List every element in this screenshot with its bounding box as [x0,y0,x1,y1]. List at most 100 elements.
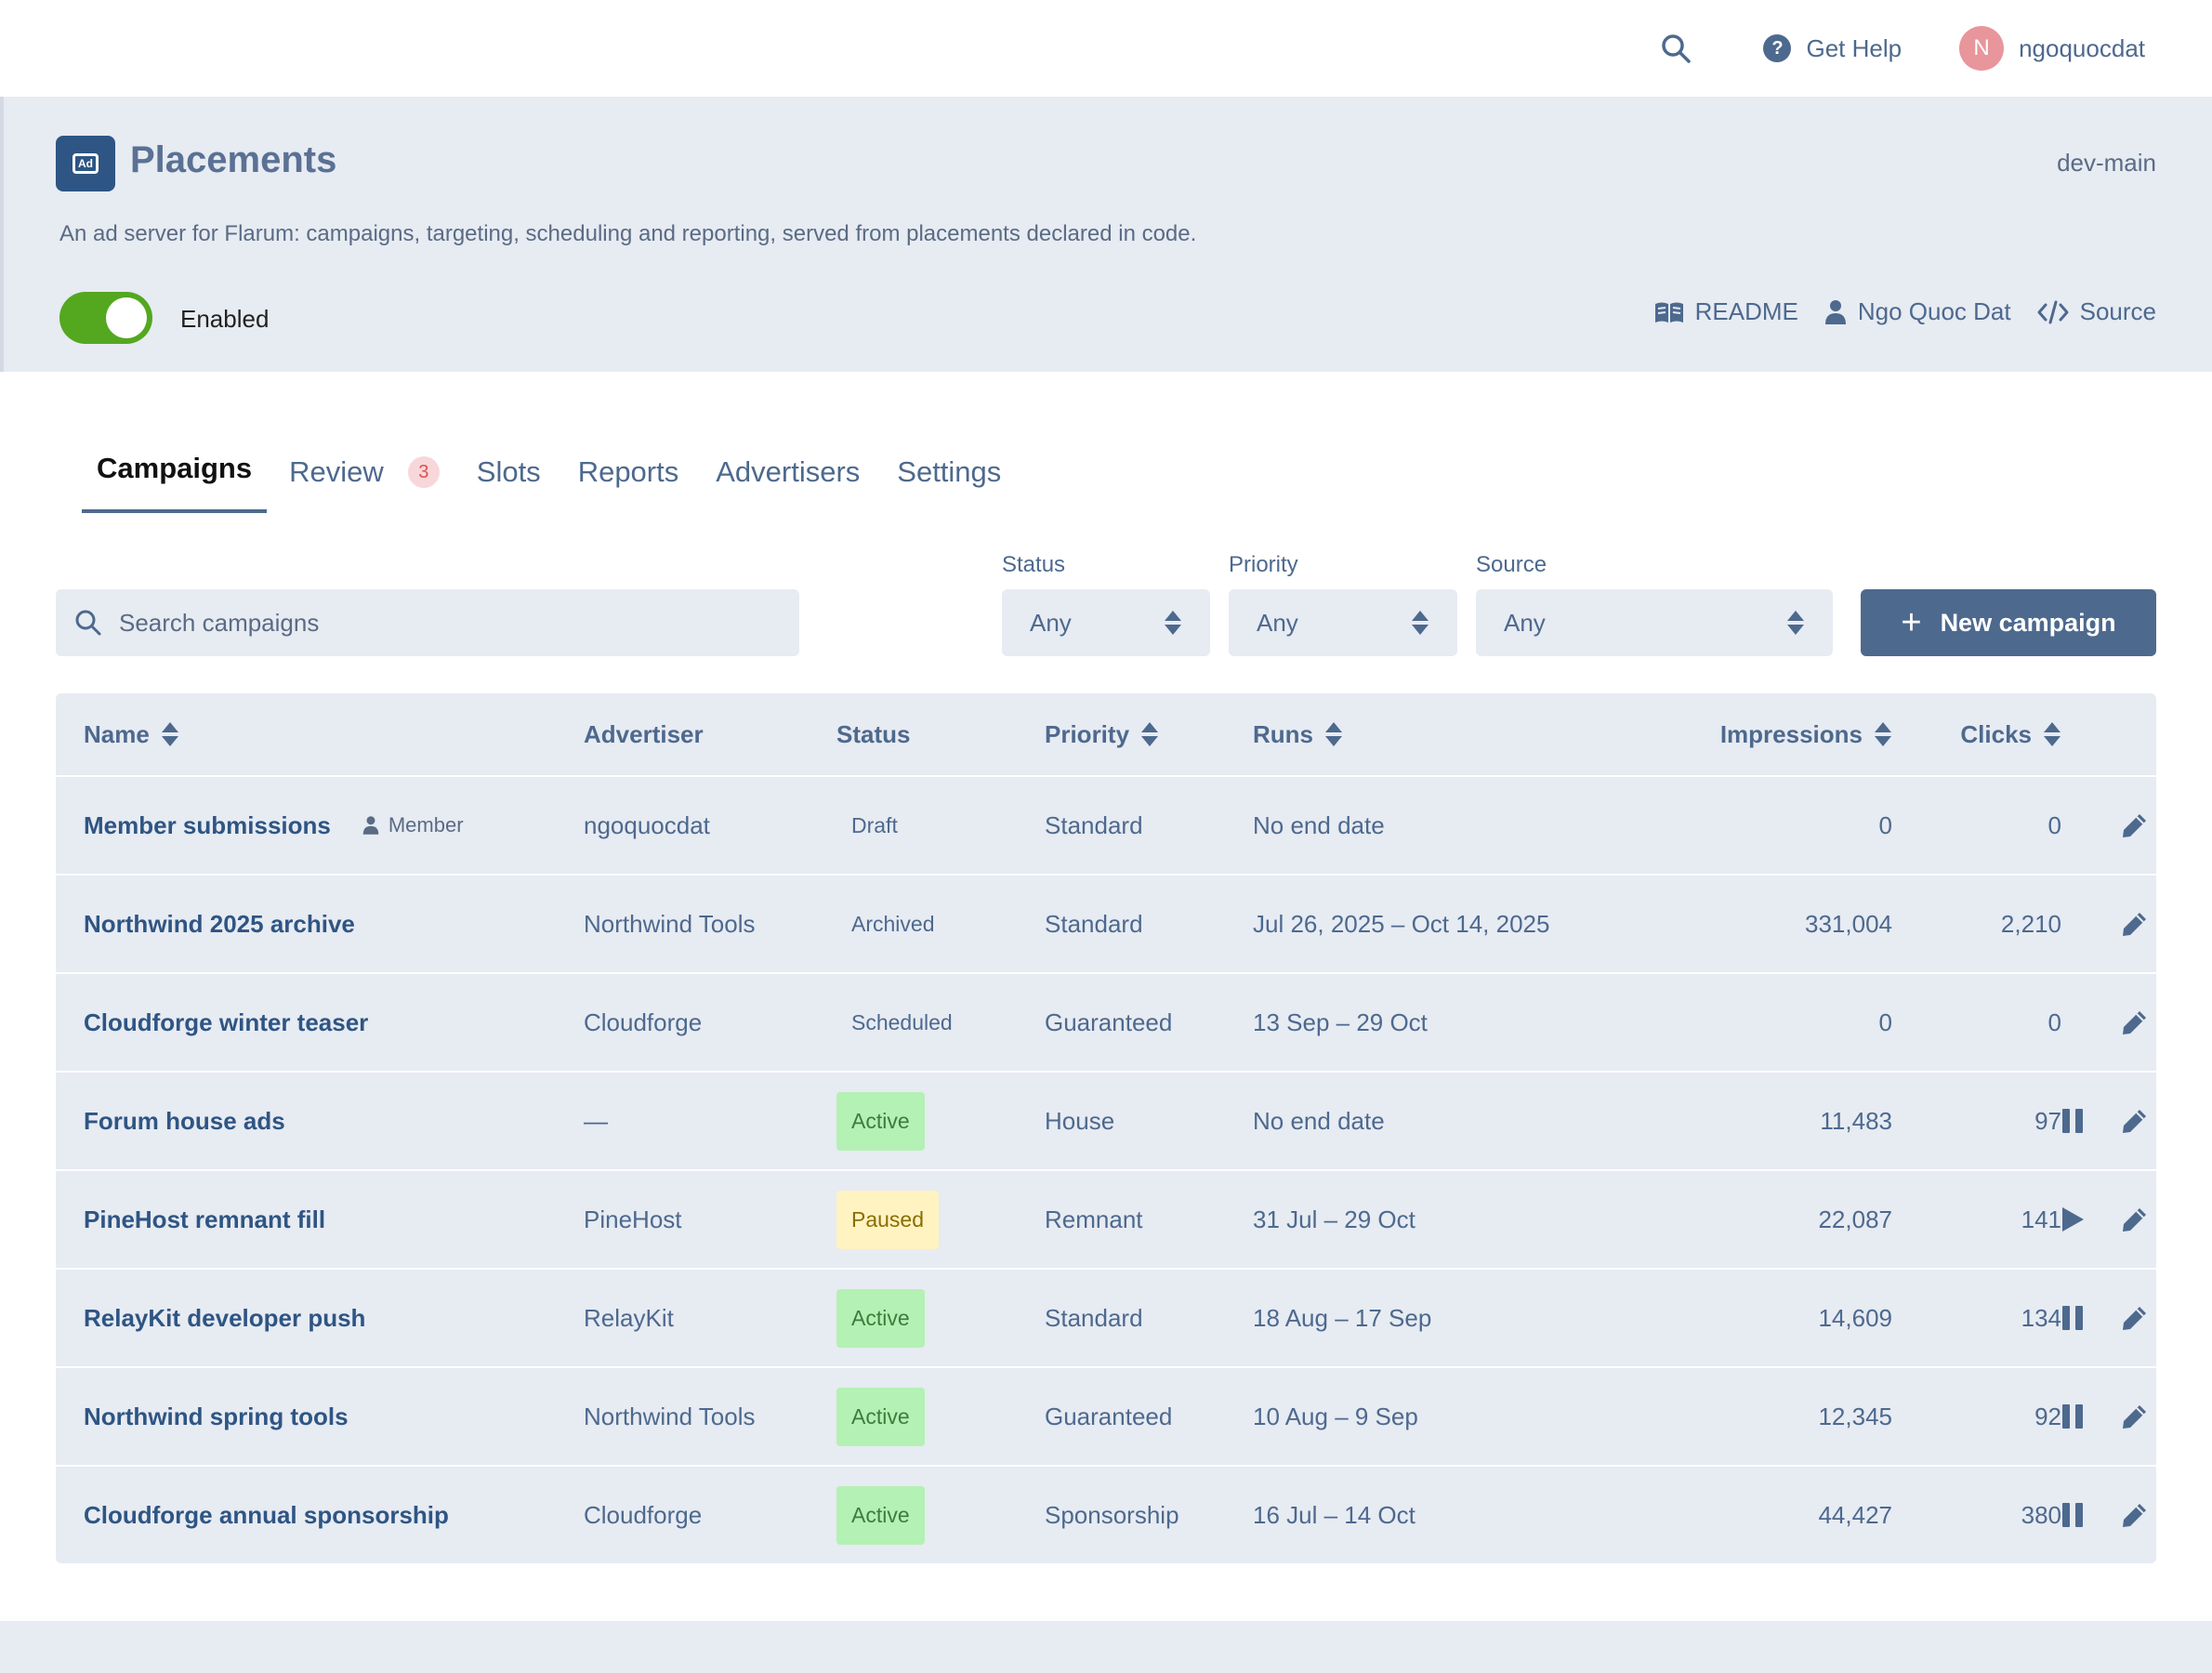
clicks-cell: 0 [2047,810,2061,839]
column-header-status: Status [836,719,911,748]
priority-select[interactable]: Any [1229,589,1457,656]
column-header-name[interactable]: Name [84,693,179,775]
clicks-cell: 0 [2047,1008,2061,1036]
column-header-advertiser: Advertiser [584,719,704,748]
pause-button[interactable] [2045,1368,2100,1465]
table-row: PineHost remnant fill PineHost Paused Re… [56,1169,2156,1268]
user-menu[interactable]: N ngoquocdat [1959,26,2145,71]
plus-icon: + [1901,603,1922,642]
member-tag: Member [362,813,464,837]
sort-icon [161,722,178,746]
runs-cell: No end date [1253,1106,1385,1135]
impressions-cell: 331,004 [1805,909,1892,938]
sort-icon [1875,722,1891,746]
table-row: RelayKit developer push RelayKit Active … [56,1268,2156,1366]
priority-cell: Sponsorship [1045,1500,1179,1529]
enabled-toggle[interactable] [59,292,152,344]
advertiser-cell: RelayKit [584,1303,674,1332]
resume-button[interactable] [2045,1171,2100,1268]
priority-cell: Standard [1045,909,1143,938]
extension-description: An ad server for Flarum: campaigns, targ… [59,221,1197,246]
advertiser-cell: PineHost [584,1205,682,1233]
tab-review[interactable]: Review 3 [274,444,454,513]
edit-button[interactable] [2106,1171,2164,1268]
advertiser-cell: Cloudforge [584,1008,703,1036]
user-icon [362,816,379,835]
ad-icon: Ad [56,136,115,191]
search-input[interactable]: Search campaigns [56,589,799,656]
tab-settings[interactable]: Settings [897,455,1002,488]
advertiser-cell: ngoquocdat [584,810,710,839]
top-bar: ? Get Help N ngoquocdat [0,0,2212,97]
edit-button[interactable] [2106,1270,2164,1366]
column-header-priority[interactable]: Priority [1045,693,1159,775]
campaign-name-link[interactable]: RelayKit developer push [84,1303,366,1332]
status-label: Scheduled [851,1009,953,1034]
status-badge: Active [836,1485,925,1545]
runs-cell: Jul 26, 2025 – Oct 14, 2025 [1253,909,1550,938]
advertiser-cell: — [584,1106,608,1135]
status-select[interactable]: Any [1002,589,1210,656]
column-header-impressions[interactable]: Impressions [1580,693,1892,775]
advertiser-cell: Cloudforge [584,1500,703,1529]
campaign-name-link[interactable]: Cloudforge winter teaser [84,1008,369,1036]
pause-button[interactable] [2045,1467,2100,1563]
priority-cell: Remnant [1045,1205,1143,1233]
campaign-name-link[interactable]: Forum house ads [84,1106,285,1135]
source-filter-label: Source [1476,552,1547,577]
campaign-name-link[interactable]: Northwind spring tools [84,1402,349,1430]
tab-reports[interactable]: Reports [577,455,679,488]
author-link[interactable]: Ngo Quoc Dat [1824,297,2011,326]
table-row: Northwind spring tools Northwind Tools A… [56,1366,2156,1465]
pause-button[interactable] [2045,1270,2100,1366]
get-help-label: Get Help [1806,33,1903,62]
campaign-name-link[interactable]: PineHost remnant fill [84,1205,326,1233]
new-campaign-button[interactable]: + New campaign [1861,589,2156,656]
runs-cell: 16 Jul – 14 Oct [1253,1500,1415,1529]
advertiser-cell: Northwind Tools [584,909,756,938]
column-header-clicks[interactable]: Clicks [1905,693,2061,775]
pause-icon [2062,1404,2083,1429]
pause-icon [2062,1503,2083,1527]
edit-button[interactable] [2106,1467,2164,1563]
tab-campaigns[interactable]: Campaigns [82,441,268,513]
pause-button[interactable] [2045,1073,2100,1169]
code-icon [2037,300,2069,323]
priority-cell: Guaranteed [1045,1402,1173,1430]
tab-slots[interactable]: Slots [476,455,541,488]
status-label: Draft [851,812,898,837]
pencil-icon [2123,1307,2146,1330]
table-row: Member submissions Member ngoquocdat Draf… [56,775,2156,874]
campaign-name-link[interactable]: Member submissions [84,810,331,839]
source-select[interactable]: Any [1476,589,1833,656]
source-link[interactable]: Source [2037,297,2156,326]
pencil-icon [2123,1110,2146,1133]
clicks-cell: 2,210 [2000,909,2061,938]
edit-button[interactable] [2106,1073,2164,1169]
edit-button[interactable] [2106,876,2164,972]
edit-button[interactable] [2106,777,2164,874]
runs-cell: 10 Aug – 9 Sep [1253,1402,1418,1430]
pause-icon [2062,1109,2083,1133]
runs-cell: 13 Sep – 29 Oct [1253,1008,1428,1036]
campaign-name-link[interactable]: Cloudforge annual sponsorship [84,1500,449,1529]
priority-cell: House [1045,1106,1115,1135]
get-help-button[interactable]: ? Get Help [1763,34,1902,63]
search-icon[interactable] [1657,30,1694,67]
edit-button[interactable] [2106,1368,2164,1465]
column-header-runs[interactable]: Runs [1253,693,1343,775]
impressions-cell: 44,427 [1818,1500,1892,1529]
review-count-badge: 3 [407,456,440,488]
campaigns-table: Name Advertiser Status Priority Runs Imp… [56,693,2156,1563]
tab-advertisers[interactable]: Advertisers [716,455,861,488]
campaign-name-link[interactable]: Northwind 2025 archive [84,909,355,938]
impressions-cell: 22,087 [1818,1205,1892,1233]
priority-cell: Standard [1045,810,1143,839]
runs-cell: No end date [1253,810,1385,839]
table-row: Cloudforge annual sponsorship Cloudforge… [56,1465,2156,1563]
pencil-icon [2123,913,2146,936]
edit-button[interactable] [2106,974,2164,1071]
readme-link[interactable]: README [1654,297,1798,326]
footer-strip [0,1621,2212,1673]
sort-icon [1141,722,1159,746]
